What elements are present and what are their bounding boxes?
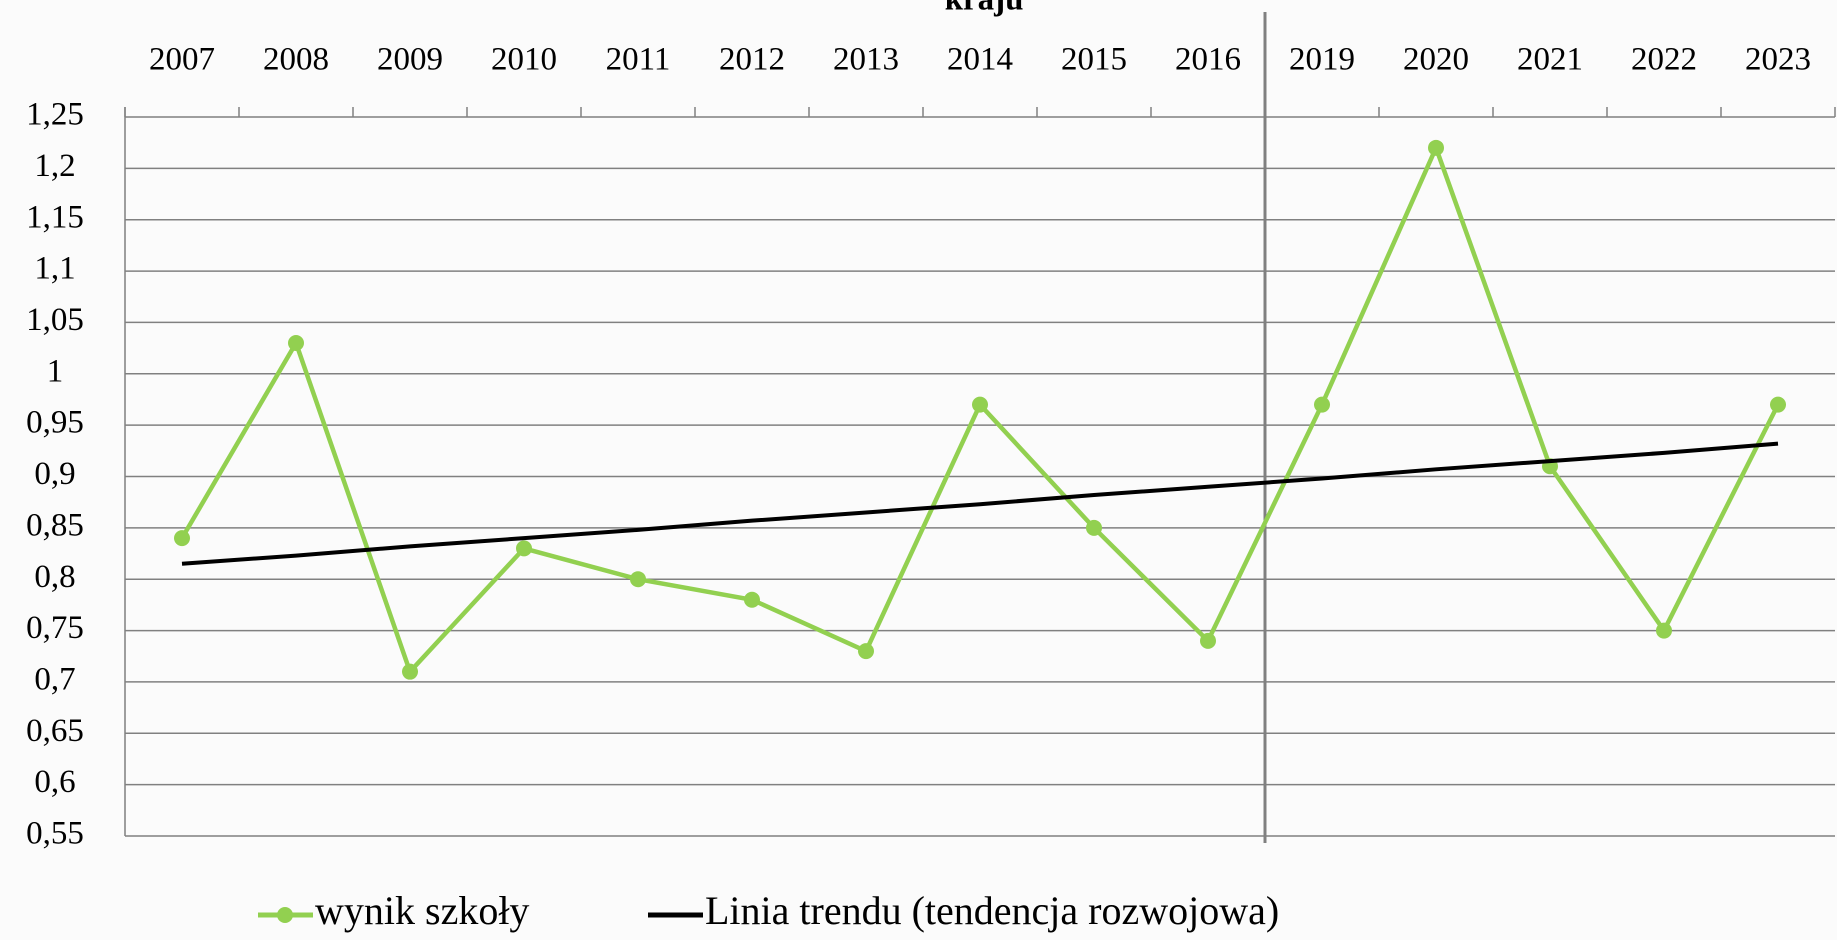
chart-title: kraju <box>945 0 1024 18</box>
x-tick-label: 2008 <box>263 42 329 78</box>
data-point <box>1428 139 1444 156</box>
legend-marker <box>277 907 293 923</box>
x-tick-label: 2012 <box>719 42 785 78</box>
x-tick-label: 2016 <box>1175 42 1241 78</box>
x-tick-label: 2021 <box>1517 42 1583 78</box>
y-tick-label: 0,95 <box>26 405 84 441</box>
x-tick-label: 2011 <box>606 42 671 78</box>
legend-label: Linia trendu (tendencja rozwojowa) <box>705 888 1279 933</box>
y-tick-label: 1,2 <box>34 148 75 184</box>
y-tick-label: 0,7 <box>34 662 75 698</box>
y-tick-label: 0,85 <box>26 507 84 543</box>
x-tick-label: 2007 <box>149 42 215 78</box>
legend-label: wynik szkoły <box>315 888 529 933</box>
y-tick-label: 0,75 <box>26 610 84 646</box>
x-tick-label: 2020 <box>1403 42 1469 78</box>
x-tick-label: 2015 <box>1061 42 1127 78</box>
y-tick-label: 0,6 <box>34 764 75 800</box>
x-tick-label: 2013 <box>833 42 899 78</box>
y-tick-label: 1,1 <box>34 251 75 287</box>
data-point <box>630 571 646 588</box>
x-tick-label: 2023 <box>1745 42 1811 78</box>
data-point <box>402 663 418 680</box>
y-tick-label: 1 <box>47 353 64 389</box>
x-tick-label: 2010 <box>491 42 557 78</box>
y-tick-label: 0,9 <box>34 456 75 492</box>
y-tick-label: 0,55 <box>26 816 84 852</box>
y-tick-label: 1,05 <box>26 302 84 338</box>
data-point <box>972 396 988 413</box>
y-tick-label: 0,8 <box>34 559 75 595</box>
y-tick-label: 1,25 <box>26 97 84 133</box>
data-point <box>1770 396 1786 413</box>
x-tick-label: 2009 <box>377 42 443 78</box>
x-tick-label: 2014 <box>947 42 1013 78</box>
data-point <box>858 643 874 660</box>
data-point <box>744 591 760 608</box>
y-tick-label: 0,65 <box>26 713 84 749</box>
x-tick-label: 2022 <box>1631 42 1697 78</box>
data-point <box>1656 622 1672 639</box>
data-point <box>1314 396 1330 413</box>
data-point <box>1086 519 1102 536</box>
data-point <box>174 530 190 547</box>
data-point <box>516 540 532 557</box>
x-tick-label: 2019 <box>1289 42 1355 78</box>
data-point <box>288 334 304 351</box>
series-line <box>181 441 1779 566</box>
y-tick-label: 1,15 <box>26 199 84 235</box>
data-point <box>1200 632 1216 649</box>
